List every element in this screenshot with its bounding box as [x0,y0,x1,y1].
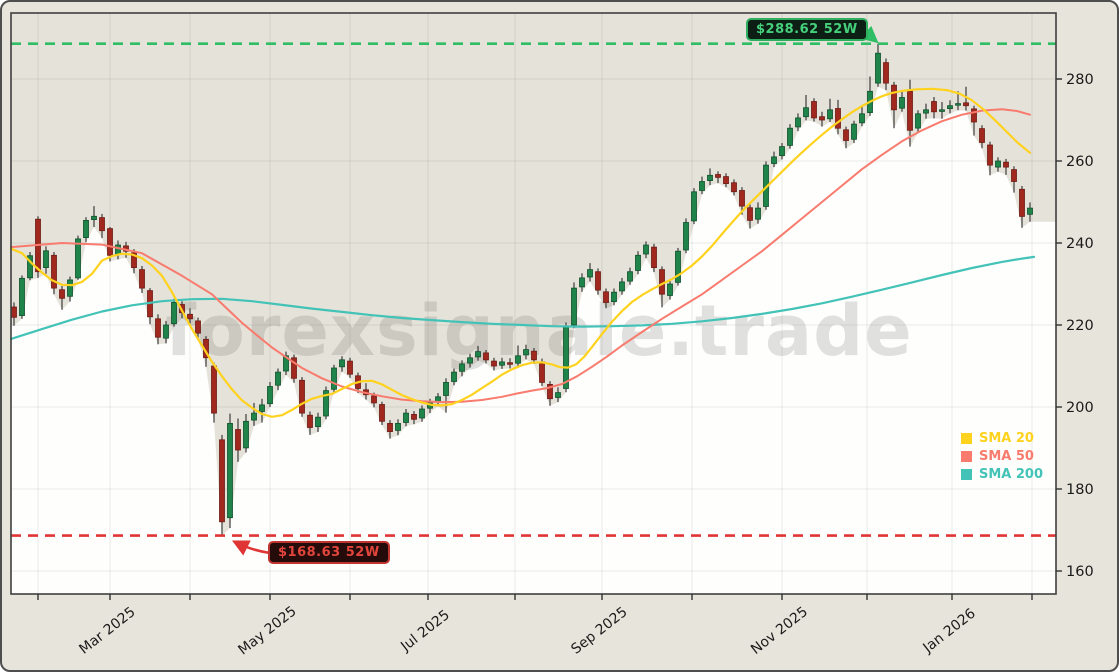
legend-label: SMA 20 [979,431,1034,446]
legend-item-sma20: SMA 20 [961,430,1043,447]
legend-item-sma200: SMA 200 [961,466,1043,483]
y-tick-label: 160 [1066,564,1094,580]
x-tick-label: May 2025 [235,603,299,658]
x-tick-label: Nov 2025 [748,604,811,658]
sma20-swatch-icon [961,433,972,444]
y-tick-label: 180 [1066,482,1094,498]
legend-label: SMA 50 [979,449,1034,464]
sma200-swatch-icon [961,469,972,480]
legend-label: SMA 200 [979,467,1044,482]
y-tick-label: 200 [1066,400,1094,416]
area-fill [11,86,1056,595]
x-tick-label: Jul 2025 [397,607,453,655]
x-tick-label: Mar 2025 [76,604,138,658]
y-tick-label: 280 [1066,72,1094,88]
high-52w-annotation: $288.62 52W [746,18,868,41]
y-tick-label: 220 [1066,318,1094,334]
sma50-swatch-icon [961,451,972,462]
y-tick-label: 260 [1066,154,1094,170]
watermark-text: forexsignale.trade [165,290,912,372]
legend: SMA 20 SMA 50 SMA 200 [961,430,1043,484]
x-tick-label: Jan 2026 [920,606,979,657]
y-tick-label: 240 [1066,236,1094,252]
low-arrow [231,540,271,556]
sma20-line [9,87,1032,418]
sma200-line [9,255,1036,340]
sma50-line [10,108,1031,404]
legend-item-sma50: SMA 50 [961,448,1043,465]
plot-frame [10,12,1057,595]
low-52w-annotation: $168.63 52W [268,541,390,564]
x-tick-label: Sep 2025 [568,604,630,658]
